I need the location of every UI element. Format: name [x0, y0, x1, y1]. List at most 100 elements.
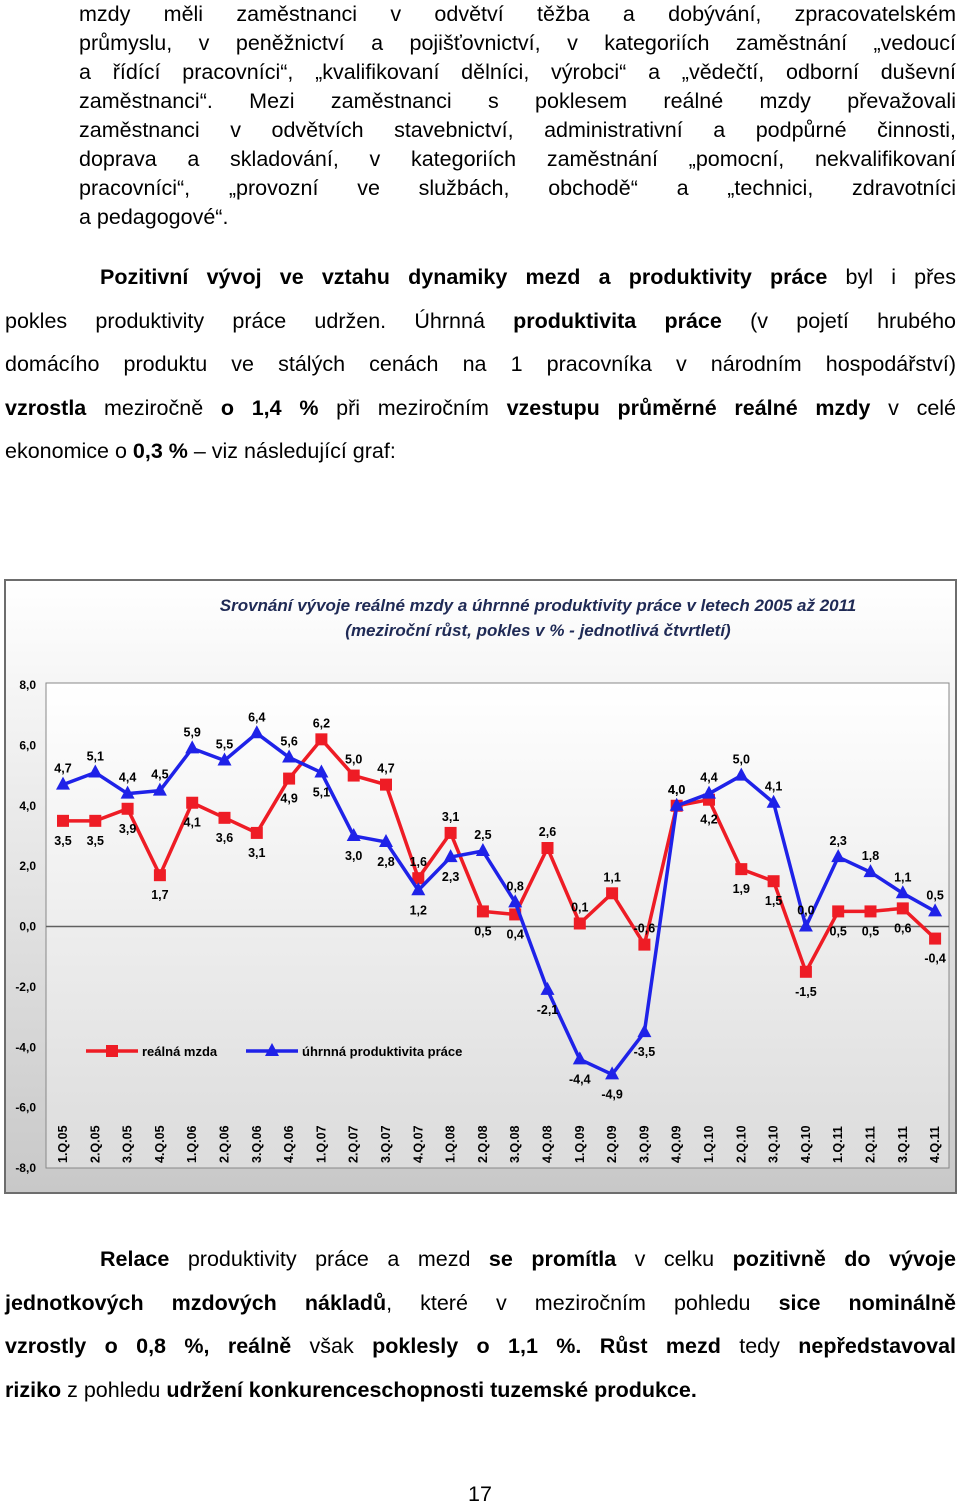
bold-text: udržení konkurenceschopnosti tuzemské pr… — [166, 1377, 697, 1402]
text-run: produktivity práce a mezd — [169, 1247, 489, 1271]
x-tick-label: 2.Q.05 — [88, 1125, 102, 1163]
x-tick-label: 2.Q.08 — [476, 1125, 490, 1163]
real-wage-marker — [283, 772, 296, 785]
productivity-data-label: 0,8 — [507, 879, 524, 893]
productivity-marker — [475, 843, 490, 857]
productivity-marker — [120, 785, 135, 799]
text-line: zaměstnanci v odvětvích stavebnictví, ad… — [79, 118, 956, 142]
productivity-marker — [831, 849, 846, 863]
real-wage-data-label: 4,0 — [668, 783, 685, 797]
text-line: jednotkových mzdových nákladů, které v m… — [5, 1282, 956, 1326]
productivity-data-label: 2,3 — [830, 834, 847, 848]
text-line: pracovníci“, „provozní ve službách, obch… — [79, 176, 956, 200]
real-wage-marker — [315, 733, 328, 746]
legend-productivity-label: úhrnná produktivita práce — [302, 1044, 462, 1059]
legend-productivity-marker — [265, 1043, 279, 1056]
real-wage-data-label: 0,5 — [862, 924, 879, 938]
productivity-data-label: 2,5 — [474, 828, 491, 842]
text-run: při meziročním — [318, 395, 507, 420]
bold-text: jednotkových mzdových nákladů — [5, 1290, 387, 1315]
real-wage-marker — [121, 802, 134, 815]
x-tick-label: 4.Q.08 — [541, 1125, 555, 1163]
productivity-data-label: 1,8 — [862, 849, 879, 863]
paragraph-unit-labour-costs: Relace produktivity práce a mezd se prom… — [5, 1238, 956, 1412]
productivity-marker — [669, 797, 684, 811]
real-wage-data-label: 0,5 — [474, 924, 491, 938]
x-tick-label: 4.Q.10 — [799, 1125, 813, 1163]
productivity-marker — [734, 767, 749, 781]
chart-title: Srovnání vývoje reálné mzdy a úhrnné pro… — [220, 596, 857, 615]
real-wage-data-label: 0,6 — [894, 921, 911, 935]
productivity-marker — [702, 785, 716, 799]
real-wage-data-label: 3,6 — [216, 831, 233, 845]
text-line: ekonomice o 0,3 % – viz následující graf… — [5, 430, 956, 474]
text-line: průmyslu, v peněžnictví a pojišťovnictví… — [79, 31, 956, 55]
productivity-marker — [314, 764, 329, 778]
productivity-data-label: 1,1 — [894, 870, 911, 884]
productivity-data-label: 5,0 — [733, 753, 750, 767]
real-wage-data-label: 4,9 — [280, 792, 297, 806]
x-tick-label: 4.Q.05 — [153, 1125, 167, 1163]
real-wage-data-label: 4,7 — [377, 762, 394, 776]
productivity-data-label: 5,9 — [184, 725, 201, 739]
real-wage-data-label: 1,6 — [410, 855, 427, 869]
bold-text: poklesly o 1,1 %. Růst mezd — [372, 1334, 721, 1358]
paragraph-wage-sectors: mzdy měli zaměstnanci v odvětví těžba a … — [79, 0, 956, 232]
text-run: z pohledu — [61, 1377, 167, 1402]
productivity-data-label: 0,0 — [797, 904, 814, 918]
x-tick-label: 2.Q.06 — [218, 1125, 232, 1163]
x-tick-label: 1.Q.05 — [56, 1125, 70, 1163]
x-tick-label: 4.Q.07 — [411, 1125, 425, 1163]
x-tick-label: 1.Q.06 — [185, 1125, 199, 1163]
y-tick-label: -6,0 — [15, 1101, 36, 1115]
legend-real-wage-marker — [106, 1045, 118, 1057]
productivity-marker — [379, 833, 393, 847]
x-tick-label: 3.Q.06 — [250, 1125, 264, 1163]
real-wage-line — [63, 737, 937, 974]
productivity-marker — [152, 782, 167, 796]
x-tick-label: 2.Q.07 — [347, 1125, 361, 1163]
real-wage-marker — [412, 872, 425, 885]
x-tick-label: 3.Q.07 — [379, 1125, 393, 1163]
bold-text: Relace — [100, 1247, 170, 1271]
real-wage-data-label: -1,5 — [795, 985, 817, 999]
bold-text: vzrostla — [5, 395, 87, 420]
real-wage-marker — [250, 826, 263, 839]
text-run: meziročně — [86, 395, 221, 420]
real-wage-data-label: 1,5 — [765, 894, 782, 908]
text-line: vzrostly o 0,8 %, reálně však poklesly o… — [5, 1325, 956, 1369]
x-tick-label: 2.Q.10 — [734, 1125, 748, 1163]
x-tick-label: 4.Q.06 — [282, 1125, 296, 1163]
productivity-marker — [895, 885, 910, 899]
productivity-data-label: 4,7 — [54, 762, 71, 776]
real-wage-marker — [89, 814, 102, 827]
productivity-data-label: -4,9 — [601, 1087, 623, 1101]
x-tick-label: 1.Q.08 — [444, 1125, 458, 1163]
text-line: a řídící pracovníci“, „kvalifikovaní děl… — [79, 60, 956, 84]
real-wage-data-label: 0,1 — [571, 900, 588, 914]
bold-text: produktivita práce — [513, 308, 722, 333]
productivity-marker — [863, 864, 878, 878]
text-line: zaměstnanci“. Mezi zaměstnanci s poklese… — [79, 89, 956, 113]
real-wage-data-label: 3,1 — [248, 846, 265, 860]
y-tick-label: 4,0 — [19, 799, 36, 813]
productivity-data-label: 4,1 — [765, 780, 782, 794]
chart-frame: Srovnání vývoje reálné mzdy a úhrnné pro… — [4, 579, 957, 1194]
x-tick-label: 1.Q.07 — [314, 1125, 328, 1163]
bold-text: 0,3 % — [132, 439, 188, 463]
productivity-data-label: 2,8 — [377, 855, 394, 869]
real-wage-data-label: 1,9 — [733, 882, 750, 896]
y-tick-label: -2,0 — [15, 980, 36, 994]
productivity-data-label: 5,6 — [280, 734, 297, 748]
productivity-data-label: 4,4 — [119, 771, 136, 785]
real-wage-data-label: 3,9 — [119, 822, 136, 836]
productivity-line — [62, 731, 936, 1077]
productivity-marker — [346, 827, 361, 841]
text-line: vzrostla meziročně o 1,4 % při meziroční… — [5, 387, 956, 431]
productivity-data-label: 4,4 — [700, 771, 717, 785]
real-wage-data-label: 5,0 — [345, 753, 362, 767]
productivity-marker — [88, 764, 103, 778]
productivity-data-label: 6,4 — [248, 710, 265, 724]
productivity-data-label: 0,5 — [926, 888, 943, 902]
legend: reálná mzda úhrnná produktivita práce — [86, 1043, 462, 1059]
